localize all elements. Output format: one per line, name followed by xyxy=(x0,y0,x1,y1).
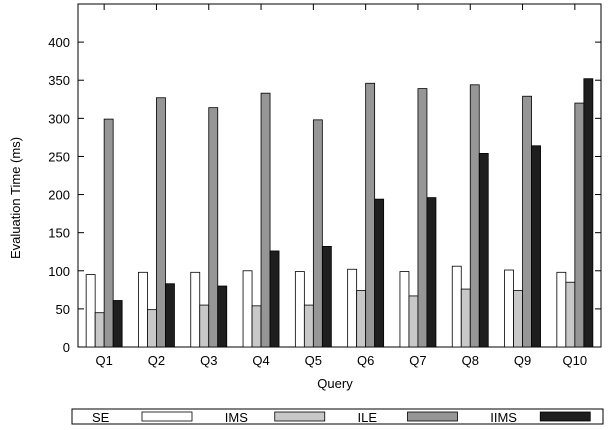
bar-ims-q4 xyxy=(251,305,262,348)
legend-label-ims: IMS xyxy=(225,410,248,425)
bar-ile-q3 xyxy=(208,107,219,348)
bar-ile-q6 xyxy=(365,82,376,348)
bar-se-q7 xyxy=(399,271,410,348)
x-tick-label: Q3 xyxy=(200,353,217,368)
bar-se-q2 xyxy=(138,271,148,348)
x-tick-label: Q5 xyxy=(305,353,322,368)
bar-iims-q3 xyxy=(217,285,228,348)
bar-ims-q10 xyxy=(565,281,576,348)
bar-ile-q7 xyxy=(417,88,428,348)
y-axis-ticks: 0 50 100 150 200 250 300 350 400 xyxy=(48,35,601,355)
plot-area xyxy=(77,3,602,348)
x-tick-label: Q6 xyxy=(357,353,374,368)
bar-ims-q1 xyxy=(94,312,105,348)
bar-ile-q4 xyxy=(260,92,271,348)
y-tick-label: 150 xyxy=(48,226,70,241)
bar-ile-q5 xyxy=(312,119,323,348)
bar-iims-q7 xyxy=(426,197,437,348)
bar-se-q6 xyxy=(347,268,358,348)
y-tick-label: 0 xyxy=(63,340,70,355)
legend-swatch-iims xyxy=(539,411,591,422)
y-tick-label: 200 xyxy=(48,188,70,203)
y-axis-label: Evaluation Time (ms) xyxy=(8,137,23,259)
x-tick-label: Q8 xyxy=(462,353,479,368)
bar-se-q8 xyxy=(451,265,462,348)
legend-label-iims: IIMS xyxy=(490,410,517,425)
legend-label-se: SE xyxy=(92,410,110,425)
bar-ims-q3 xyxy=(199,304,210,348)
bar-se-q9 xyxy=(504,269,514,348)
bar-ims-q2 xyxy=(147,309,157,348)
bar-ile-q10 xyxy=(574,102,585,348)
bar-se-q5 xyxy=(294,271,305,348)
bar-ile-q8 xyxy=(469,84,480,348)
y-tick-label: 400 xyxy=(48,35,70,50)
x-tick-label: Q4 xyxy=(252,353,269,368)
y-tick-label: 50 xyxy=(56,302,70,317)
x-tick-label: Q7 xyxy=(409,353,426,368)
bar-iims-q8 xyxy=(478,152,489,348)
bars xyxy=(85,78,594,348)
bar-iims-q5 xyxy=(321,245,332,348)
bar-iims-q2 xyxy=(165,283,175,348)
legend-swatch-se xyxy=(141,411,193,422)
y-tick-label: 250 xyxy=(48,149,70,164)
legend-swatch-ile xyxy=(407,411,458,422)
bar-ile-q9 xyxy=(522,95,532,348)
bar-se-q10 xyxy=(556,271,567,348)
legend: SE IMS ILE IIMS xyxy=(71,408,604,425)
x-axis-label: Query xyxy=(317,376,353,391)
bar-ims-q7 xyxy=(408,295,419,348)
x-tick-label: Q1 xyxy=(95,353,112,368)
x-tick-label: Q9 xyxy=(514,353,531,368)
bar-ile-q1 xyxy=(103,118,114,348)
y-tick-label: 100 xyxy=(48,264,70,279)
legend-swatch-ims xyxy=(274,411,326,422)
x-axis-ticks: Q1 Q2 Q3 Q4 Q5 Q6 Q7 Q8 Q9 Q10 xyxy=(95,4,587,368)
bar-iims-q1 xyxy=(112,300,123,348)
bar-se-q4 xyxy=(242,270,253,348)
legend-label-ile: ILE xyxy=(358,410,378,425)
bar-ims-q5 xyxy=(303,304,314,348)
bar-iims-q10 xyxy=(583,78,594,348)
bar-se-q3 xyxy=(190,271,201,348)
bar-ims-q6 xyxy=(356,290,367,348)
y-tick-label: 300 xyxy=(48,111,70,126)
bar-ile-q2 xyxy=(156,97,166,348)
x-tick-label: Q2 xyxy=(148,353,165,368)
y-tick-label: 350 xyxy=(48,73,70,88)
bar-iims-q9 xyxy=(531,145,541,348)
bar-iims-q4 xyxy=(269,250,280,348)
bar-ims-q8 xyxy=(460,288,471,348)
bar-se-q1 xyxy=(85,274,96,348)
plot-frame xyxy=(77,3,602,348)
legend-frame xyxy=(71,408,604,425)
bar-ims-q9 xyxy=(513,290,523,348)
bar-iims-q6 xyxy=(374,198,385,348)
x-tick-label: Q10 xyxy=(563,353,588,368)
